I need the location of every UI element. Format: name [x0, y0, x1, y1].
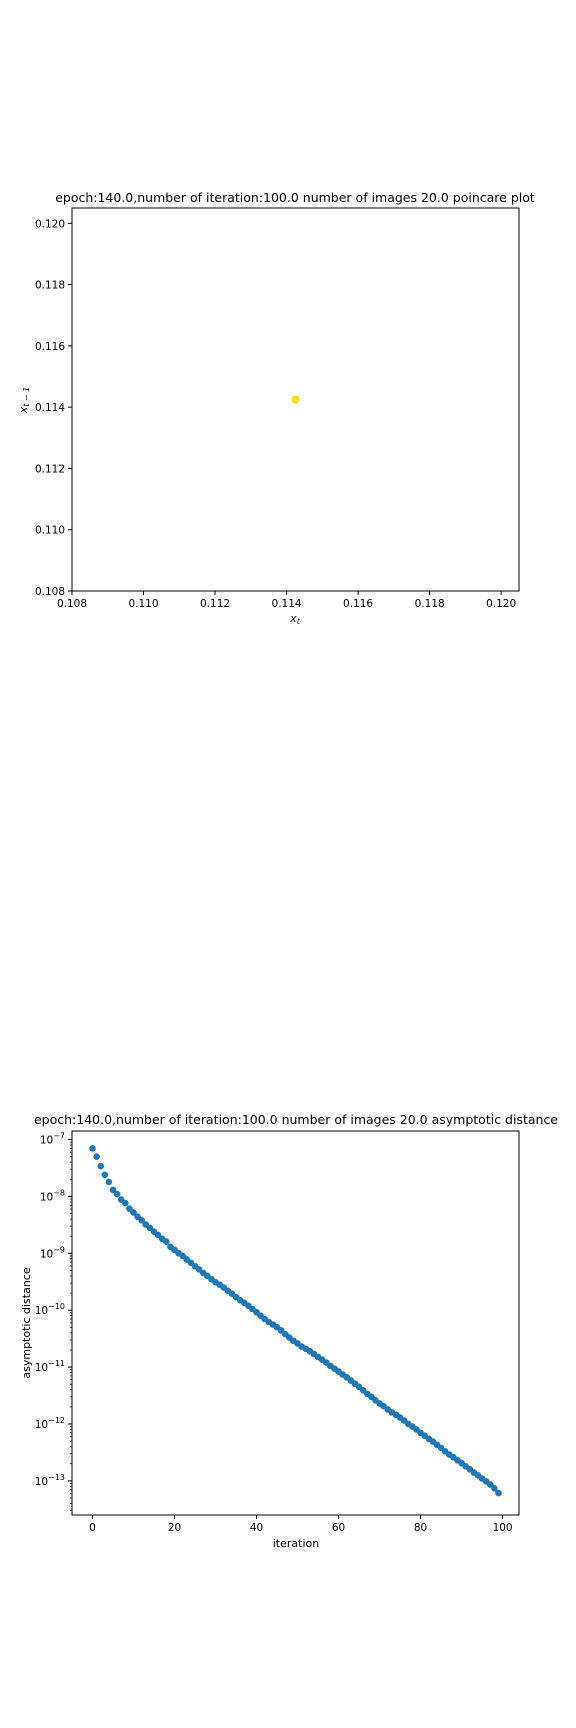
asymptotic-x-ticks: 0 20 40 60 80 100 [89, 1515, 513, 1534]
poincare-x-label: xt [289, 612, 301, 626]
asymptotic-point [495, 1489, 502, 1497]
poincare-y-tick-label: 0.108 [35, 586, 65, 598]
poincare-axes-frame [71, 207, 520, 592]
asymptotic-x-tick-label: 40 [250, 1522, 263, 1534]
poincare-y-tick-label: 0.114 [35, 402, 65, 414]
poincare-x-tick-label: 0.110 [128, 598, 158, 610]
asymptotic-x-tick-label: 0 [89, 1522, 96, 1534]
asymptotic-point [122, 1199, 129, 1207]
poincare-points [291, 395, 300, 404]
poincare-y-tick-label: 0.112 [35, 463, 65, 475]
asymptotic-points [89, 1145, 502, 1497]
asymptotic-x-tick-label: 100 [493, 1522, 513, 1534]
poincare-y-tick-label: 0.118 [35, 280, 65, 292]
asymptotic-point [101, 1171, 109, 1179]
poincare-x-tick-label: 0.108 [57, 598, 87, 610]
asymptotic-point [105, 1178, 113, 1186]
poincare-y-tick-label: 0.120 [35, 218, 65, 230]
asymptotic-y-tick-label: 10−9 [40, 1245, 65, 1260]
asymptotic-point [97, 1162, 105, 1170]
poincare-point [291, 395, 300, 404]
poincare-chart: epoch:140.0,number of iteration:100.0 nu… [17, 190, 535, 626]
asymptotic-y-label: asymptotic distance [20, 1267, 33, 1378]
asymptotic-x-tick-label: 80 [414, 1522, 427, 1534]
asymptotic-y-tick-label: 10−11 [35, 1359, 65, 1374]
asymptotic-x-tick-label: 60 [332, 1522, 345, 1534]
asymptotic-x-label: iteration [273, 1537, 319, 1550]
asymptotic-x-tick-label: 20 [168, 1522, 181, 1534]
poincare-x-tick-label: 0.118 [415, 598, 445, 610]
poincare-title: epoch:140.0,number of iteration:100.0 nu… [55, 190, 535, 205]
asymptotic-point [126, 1205, 133, 1212]
asymptotic-y-tick-label: 10−12 [35, 1416, 65, 1431]
poincare-y-label: xt − 1 [17, 387, 31, 415]
asymptotic-y-tick-label: 10−7 [40, 1132, 65, 1147]
asymptotic-point [89, 1145, 96, 1152]
asymptotic-y-tick-label: 10−10 [35, 1302, 65, 1317]
asymptotic-chart: epoch:140.0,number of iteration:100.0 nu… [20, 1112, 558, 1550]
poincare-x-tick-label: 0.112 [200, 598, 230, 610]
asymptotic-point [113, 1190, 121, 1198]
poincare-y-tick-label: 0.110 [35, 525, 65, 537]
poincare-y-tick-label: 0.116 [35, 341, 65, 353]
asymptotic-y-tick-label: 10−13 [35, 1473, 65, 1488]
poincare-x-tick-label: 0.114 [272, 598, 302, 610]
poincare-x-ticks: 0.108 0.110 0.112 0.114 0.116 0.118 0.120 [57, 591, 516, 610]
asymptotic-title: epoch:140.0,number of iteration:100.0 nu… [34, 1112, 558, 1127]
poincare-x-tick-label: 0.120 [486, 598, 516, 610]
asymptotic-point [491, 1485, 498, 1492]
poincare-x-tick-label: 0.116 [343, 598, 373, 610]
asymptotic-y-ticks: 10−7 10−8 10−9 10−10 10−11 10−12 10−13 [35, 1132, 72, 1512]
asymptotic-point [109, 1186, 117, 1194]
asymptotic-point [138, 1217, 146, 1224]
asymptotic-point [93, 1153, 100, 1160]
asymptotic-point [163, 1238, 170, 1245]
poincare-y-ticks: 0.108 0.110 0.112 0.114 0.116 0.118 0.120 [35, 218, 72, 598]
asymptotic-y-tick-label: 10−8 [40, 1188, 65, 1203]
asymptotic-point [130, 1209, 137, 1216]
